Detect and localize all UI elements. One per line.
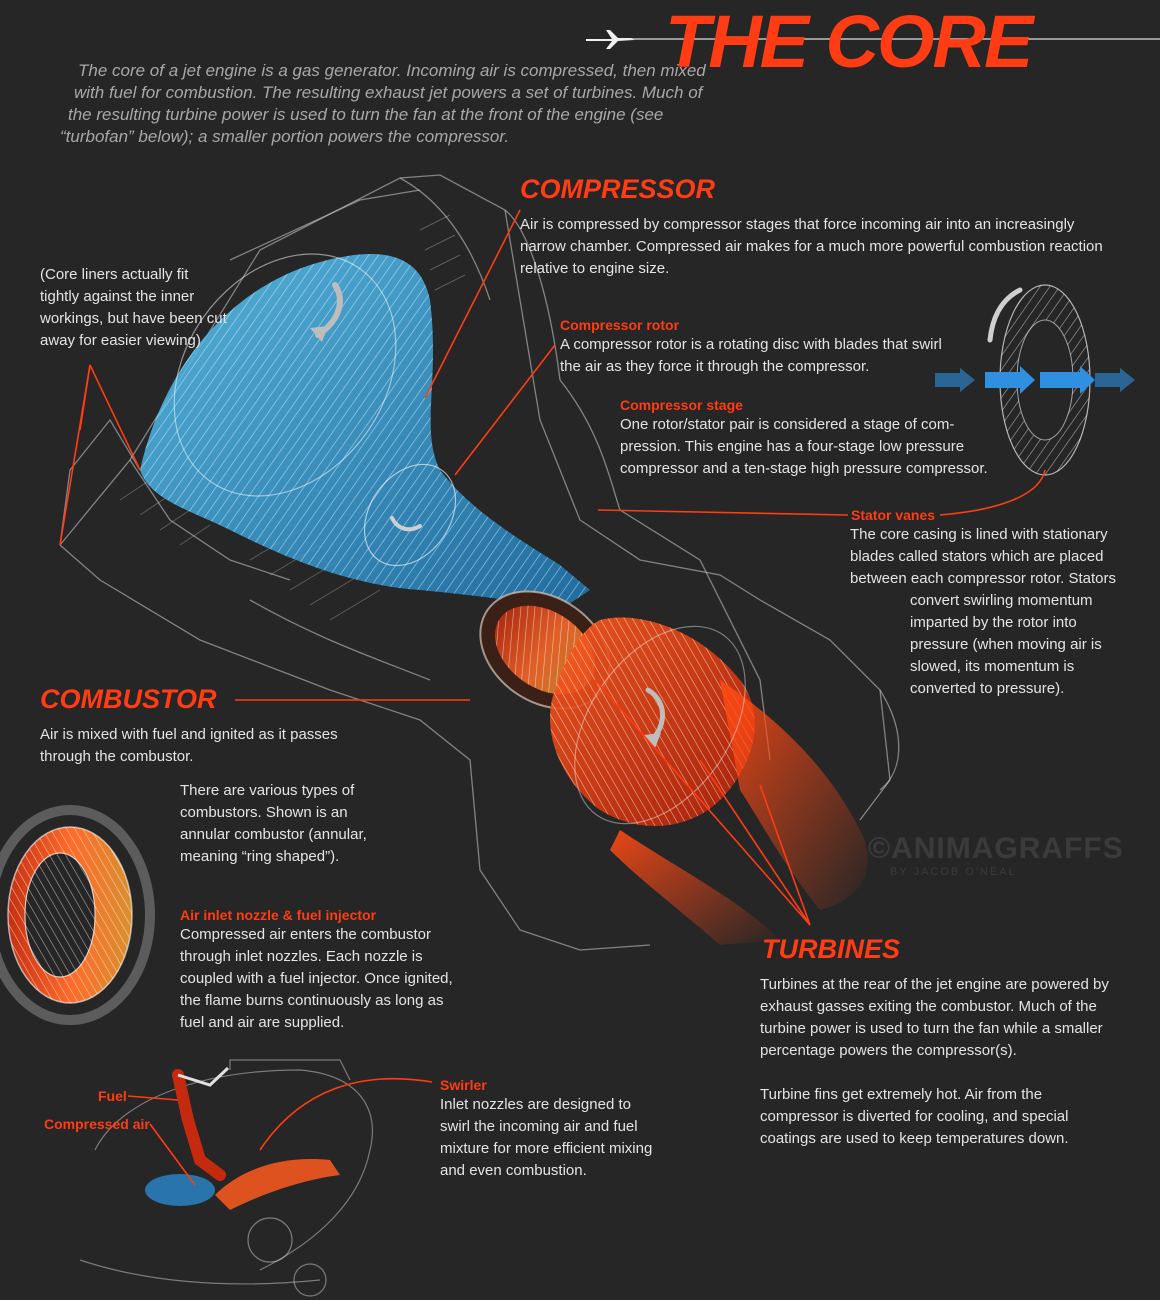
liner-note: (Core liners actually fit tightly agains… [40,266,227,349]
turbines-cooling-body: Turbine fins get extremely hot. Air from… [760,1086,1069,1147]
annular-combustor-detail [0,805,155,1025]
plane-icon [586,30,634,49]
compressed-air-label: Compressed air [44,1116,150,1132]
core-casing-wireframe [59,174,900,951]
swirler-label: Swirler [440,1077,487,1093]
combustor-types-body: There are various types of combustors. S… [180,782,367,865]
stator-vanes-body-continued: convert swirling momentum imparted by th… [910,592,1102,697]
watermark: ©ANIMAGRAFFS [868,832,1124,865]
swirler-flame [215,1159,340,1210]
turbines-heading: TURBINES [762,934,901,964]
compressor-rotor-body: A compressor rotor is a rotating disc wi… [560,336,942,375]
swirler-body: Inlet nozzles are designed to swirl the … [440,1096,653,1179]
page-title: THE CORE [665,0,1033,83]
compressor-body: Air is compressed by compressor stages t… [520,216,1103,277]
nozzle-wireframe [79,1059,374,1297]
intro-text: The core of a jet engine is a gas genera… [60,61,706,146]
compressed-air-glow [145,1174,215,1206]
turbine-red-section [550,617,868,945]
nozzle-injector-label: Air inlet nozzle & fuel injector [180,907,377,923]
nozzle-injector-body: Compressed air enters the combustor thro… [180,926,453,1031]
compressor-stage-label: Compressor stage [620,397,743,413]
airflow-arrows-icon [935,366,1135,394]
compressor-rotor-label: Compressor rotor [560,317,680,333]
fuel-label: Fuel [98,1088,127,1104]
stator-vanes-body: The core casing is lined with stationary… [850,526,1116,587]
combustor-body: Air is mixed with fuel and ignited as it… [40,726,338,765]
stator-vanes-label: Stator vanes [851,507,936,523]
turbines-body: Turbines at the rear of the jet engine a… [760,976,1109,1059]
compressor-stage-body: One rotor/stator pair is considered a st… [620,416,988,477]
callout-leaders [59,209,1046,1186]
compressor-heading: COMPRESSOR [520,174,716,204]
compressor-blue-duct [140,253,590,610]
watermark-credit: BY JACOB O'NEAL [890,866,1017,878]
fuel-pipe [172,1066,230,1181]
combustor-heading: COMBUSTOR [40,684,217,714]
